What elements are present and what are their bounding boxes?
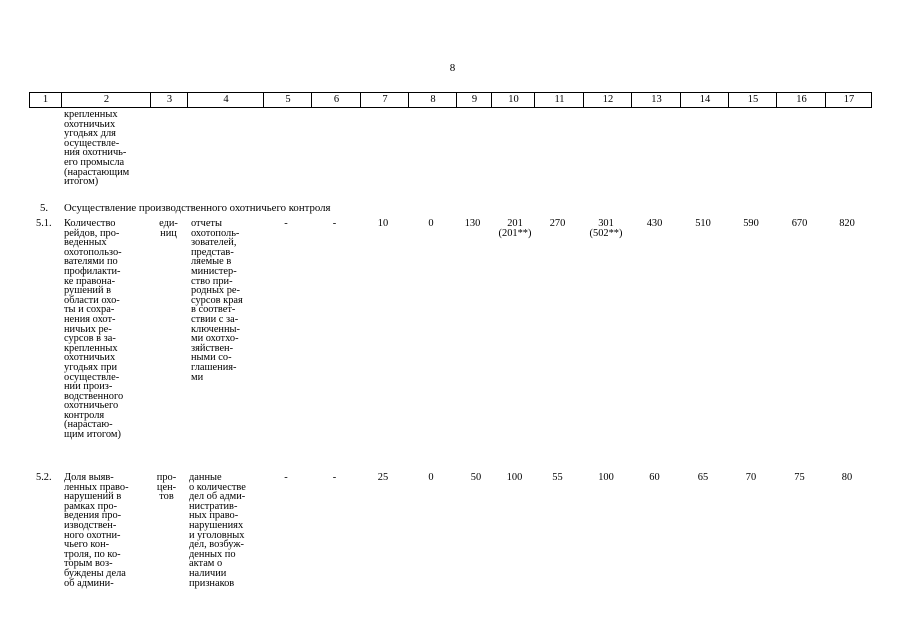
data-source: отчеты охотополь- зователей, представ- л… [191, 218, 243, 383]
value-col-6: - [332, 218, 337, 229]
value-col-13: 430 [646, 218, 663, 229]
value-col-14: 65 [697, 472, 709, 483]
value-col-7: 25 [377, 472, 389, 483]
header-col-12: 12 [583, 93, 632, 107]
value-col-10: 201 (201**) [498, 218, 532, 239]
value-col-5: - [284, 218, 288, 229]
row-number: 5.2. [36, 472, 52, 483]
value-col-11: 55 [552, 472, 563, 483]
header-col-8: 8 [408, 93, 457, 107]
value-col-17: 820 [839, 218, 855, 229]
header-col-14: 14 [680, 93, 729, 107]
page-number: 8 [449, 62, 456, 74]
header-col-15: 15 [728, 93, 777, 107]
value-col-14: 510 [695, 218, 711, 229]
unit: еди- ниц [159, 218, 178, 239]
value-col-9: 50 [470, 472, 482, 483]
row-number: 5.1. [36, 218, 52, 229]
value-col-17: 80 [841, 472, 853, 483]
value-col-11: 270 [549, 218, 566, 229]
header-col-11: 11 [534, 93, 584, 107]
header-col-10: 10 [491, 93, 535, 107]
indicator-name: Доля выяв- ленных право- нарушений в рам… [64, 472, 129, 589]
header-col-6: 6 [311, 93, 361, 107]
header-col-17: 17 [825, 93, 872, 107]
header-col-5: 5 [263, 93, 312, 107]
value-col-10: 100 [506, 472, 523, 483]
value-col-12: 100 [598, 472, 614, 483]
value-col-7: 10 [377, 218, 389, 229]
value-col-6: - [332, 472, 337, 483]
value-col-9: 130 [464, 218, 481, 229]
header-col-7: 7 [360, 93, 409, 107]
value-col-8: 0 [428, 218, 434, 229]
value-col-15: 70 [745, 472, 757, 483]
header-col-4: 4 [187, 93, 264, 107]
header-col-1: 1 [42, 94, 49, 105]
value-col-16: 670 [791, 218, 808, 229]
unit: про- цен- тов [156, 472, 177, 503]
section-title: Осуществление производственного охотничь… [64, 202, 331, 214]
header-col-9: 9 [456, 93, 492, 107]
data-source: данные о количестве дел об адми- нистрат… [189, 472, 246, 589]
table-header-row: 1 2 3 4 5 6 7 8 9 10 11 12 13 14 15 16 1… [29, 92, 872, 108]
header-col-16: 16 [776, 93, 826, 107]
continued-indicator-text: крепленных охотничьих угодьях для осущес… [64, 109, 130, 188]
header-col-2: 2 [61, 93, 151, 107]
indicator-name: Количество рейдов, про- веденных охотопо… [64, 218, 124, 441]
value-col-12: 301 (502**) [589, 218, 623, 239]
section-number: 5. [40, 202, 49, 214]
header-col-3: 3 [150, 93, 188, 107]
header-col-13: 13 [631, 93, 681, 107]
value-col-16: 75 [794, 472, 805, 483]
value-col-13: 60 [649, 472, 660, 483]
value-col-15: 590 [743, 218, 759, 229]
value-col-8: 0 [428, 472, 434, 483]
value-col-5: - [284, 472, 288, 483]
